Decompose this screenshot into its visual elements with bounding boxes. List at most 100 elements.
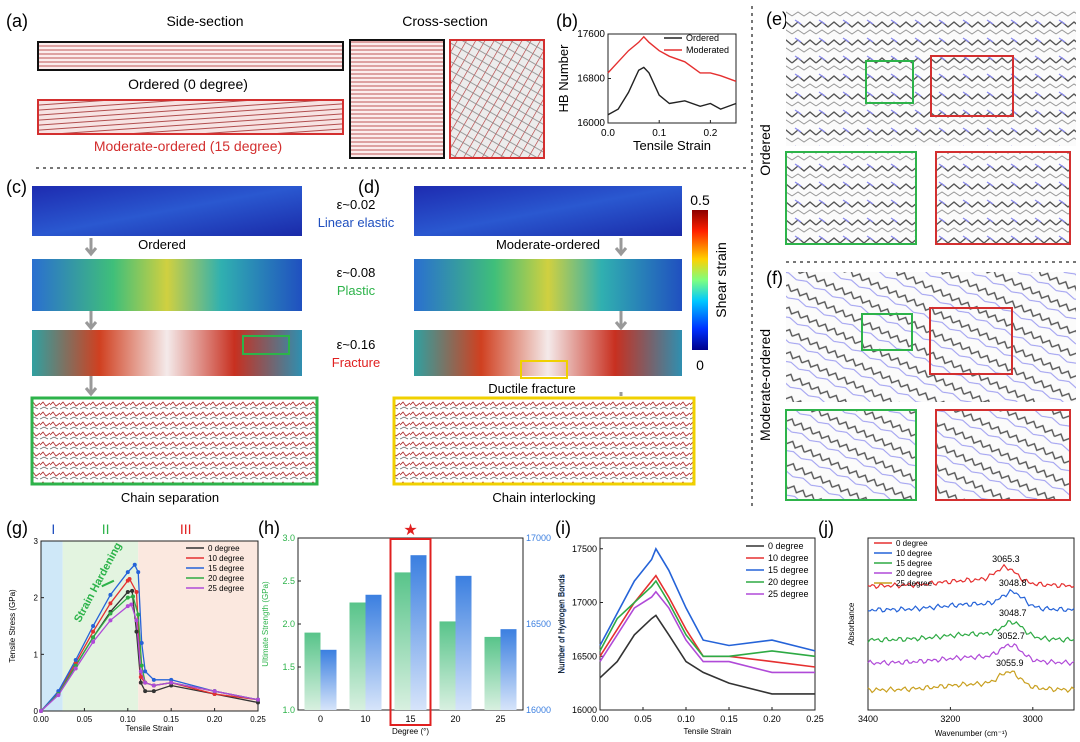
data-point-25-degree — [125, 604, 130, 609]
moderate-zoom-green-detail — [785, 409, 917, 501]
arrow-c-1 — [84, 238, 98, 257]
x-axis-label: Tensile Strain — [683, 727, 731, 736]
moderate-strain-map-plastic — [414, 259, 682, 311]
data-point-20-degree — [108, 611, 113, 616]
data-point-0-degree — [256, 700, 260, 705]
arrow-c-3 — [84, 376, 98, 397]
y-tick-label: 2.0 — [282, 619, 295, 629]
moderate-strain-map-elastic — [414, 186, 682, 236]
series-line-10-degree — [599, 574, 816, 668]
ordered-strain-map-elastic — [32, 186, 302, 236]
moderate-label: Moderate-ordered (15 degree) — [94, 138, 282, 154]
spectrum-20-degree — [867, 643, 1075, 667]
data-point-0-degree — [134, 629, 139, 634]
x-tick-label: 0.25 — [250, 715, 266, 724]
x-tick-label: 0.20 — [763, 714, 781, 724]
data-point-25-degree — [73, 666, 78, 671]
moderate-strain-map-fracture — [414, 330, 682, 376]
peak-label: 3065.3 — [992, 554, 1020, 564]
arrow-c-2 — [84, 311, 98, 331]
series-line-15-degree — [599, 547, 816, 652]
legend-label: 20 degree — [896, 569, 933, 578]
stage-labels: ε~0.02 Linear elastic ε~0.08 Plastic ε~0… — [318, 197, 395, 370]
data-point-20-degree — [73, 663, 78, 668]
ordered-cross-section-image — [349, 39, 445, 159]
data-point-10-degree — [108, 601, 113, 606]
category-label: 10 — [360, 714, 370, 724]
legend-label: Ordered — [686, 33, 719, 43]
x-tick-label: 0.15 — [163, 715, 179, 724]
data-point-10-degree — [91, 629, 96, 634]
legend-label: 20 degree — [208, 574, 245, 583]
cross-section-title: Cross-section — [402, 13, 488, 29]
y-right-tick-label: 16000 — [526, 705, 551, 715]
data-point-20-degree — [136, 612, 141, 617]
moderate-side-label: Moderate-ordered — [757, 329, 773, 441]
chart-i: 0.00 0.05 0.10 0.15 0.20 0.25 16000 16500 17000 1… — [557, 537, 824, 736]
data-point-0-degree — [169, 683, 174, 688]
data-point-0-degree — [130, 588, 135, 593]
y-tick-label: 17000 — [572, 598, 597, 608]
bar-ultimate-strength — [394, 572, 411, 710]
data-point-0-degree — [143, 689, 148, 694]
data-point-25-degree — [129, 602, 134, 607]
category-label: 15 — [405, 714, 415, 724]
ordered-zoom-box-green — [865, 60, 914, 104]
y-axis-label: Number of Hydrogen Bonds — [557, 574, 566, 673]
panel-f: Moderate-ordered — [757, 272, 1076, 501]
strain-region-label: II — [102, 521, 110, 537]
series-line-moderated — [607, 35, 737, 82]
data-point-25-degree — [39, 709, 43, 713]
x-axis-label: Tensile Strain — [633, 138, 711, 153]
y-tick-label: 17500 — [572, 544, 597, 554]
legend-label: 10 degree — [208, 554, 245, 563]
data-point-15-degree — [73, 658, 78, 662]
chart-g: 0.00 0.05 0.10 0.15 0.20 0.25 0 1 2 3 Tensile Stra… — [8, 521, 266, 733]
data-point-25-degree — [138, 669, 143, 674]
x-tick-label: 0.2 — [703, 128, 717, 139]
series-line-15-degree — [40, 563, 259, 712]
category-label: 0 — [318, 714, 323, 724]
series-line-20-degree — [599, 579, 816, 658]
series-line-0-degree — [599, 614, 815, 695]
moderate-label-d: Moderate-ordered — [496, 237, 600, 252]
ordered-label-c: Ordered — [138, 237, 186, 252]
data-point-15-degree — [56, 689, 61, 694]
stage-strain-1: ε~0.02 — [337, 197, 376, 212]
data-point-25-degree — [151, 683, 156, 688]
moderate-zoom-red-detail — [935, 409, 1071, 501]
legend-label: 25 degree — [768, 589, 809, 599]
legend-label: 15 degree — [768, 565, 809, 575]
legend-label: 25 degree — [896, 579, 933, 588]
spectrum-25-degree — [867, 670, 1075, 694]
data-point-0-degree — [125, 590, 130, 594]
strain-region-label: III — [180, 521, 192, 537]
data-point-25-degree — [134, 618, 139, 623]
ordered-side-label: Ordered — [757, 124, 773, 175]
ductile-fracture-label: Ductile fracture — [488, 381, 575, 396]
legend-label: 0 degree — [896, 539, 928, 548]
legend-label: 15 degree — [208, 564, 245, 573]
y-axis-label: HB Number — [556, 44, 571, 113]
data-point-15-degree — [91, 624, 96, 628]
plot-frame — [40, 540, 259, 712]
y-tick-label: 16000 — [577, 118, 605, 129]
data-point-25-degree — [169, 680, 174, 685]
bar-ultimate-strength — [484, 636, 501, 710]
y-axis-label: Absorbance — [847, 602, 856, 645]
arrow-d-2 — [614, 311, 628, 331]
panel-label-a: (a) — [6, 11, 28, 31]
chart-h: 1.0 1.5 2.0 2.5 3.0 Degree (°) Ultimate Streng… — [261, 522, 567, 736]
moderate-zoom-box-red — [929, 307, 1013, 375]
y-tick-label: 2 — [34, 594, 39, 603]
ordered-zoom-box-red — [930, 55, 1014, 117]
bar-hydrogen-bonds — [455, 575, 472, 710]
legend-label: 0 degree — [768, 541, 804, 551]
ordered-zoom-green-detail — [785, 151, 917, 245]
legend-label: 15 degree — [896, 559, 933, 568]
spectrum-0-degree — [867, 563, 1075, 590]
x-tick-label: 0.05 — [77, 715, 93, 724]
x-axis-label: Tensile Strain — [125, 724, 173, 733]
plot-frame — [599, 537, 816, 711]
moderate-zoom-box-green — [861, 313, 913, 351]
